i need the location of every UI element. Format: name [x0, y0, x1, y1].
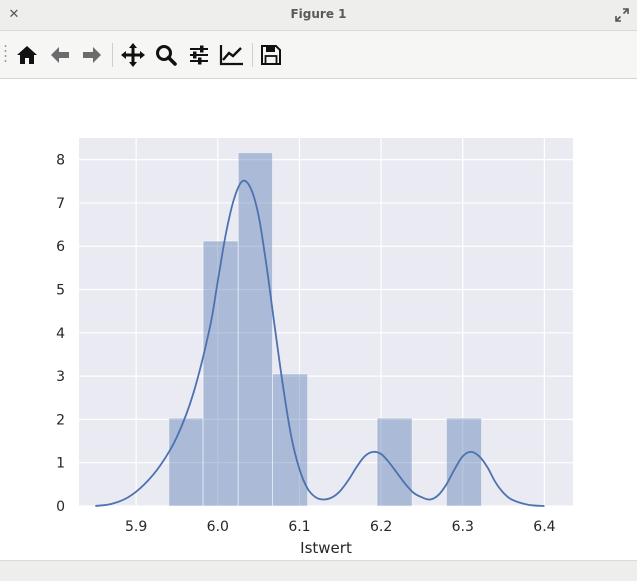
y-tick-label: 5 — [56, 283, 65, 299]
sliders-icon — [190, 45, 208, 65]
forward-button[interactable] — [78, 40, 106, 70]
arrow-right-icon — [83, 47, 101, 63]
home-icon — [17, 46, 37, 64]
zoom-button[interactable] — [152, 40, 180, 70]
x-axis-label: Istwert — [300, 539, 352, 557]
edit-axes-button[interactable] — [218, 40, 246, 70]
kde-curve — [95, 179, 545, 507]
histogram-bar — [168, 417, 204, 507]
grid-lines — [79, 138, 573, 507]
x-tick-label: 6.4 — [533, 519, 555, 535]
toolbar-separator — [252, 43, 253, 67]
y-tick-label: 7 — [56, 196, 65, 212]
histogram-bar — [202, 240, 239, 507]
toolbar-separator — [112, 43, 113, 67]
magnifier-icon — [156, 45, 177, 66]
window-titlebar: ✕ Figure 1 — [0, 0, 637, 31]
histogram-bar — [376, 417, 413, 507]
maximize-button[interactable] — [615, 7, 631, 23]
line-chart-icon — [219, 45, 243, 66]
close-button[interactable]: ✕ — [8, 7, 20, 22]
floppy-disk-icon — [261, 45, 281, 65]
configure-subplots-button[interactable] — [185, 40, 213, 70]
tick-labels: 5.9 6.0 6.1 6.2 6.3 6.4 0 1 2 3 4 5 6 7 8 — [56, 153, 556, 535]
y-tick-label: 1 — [56, 456, 65, 472]
move-icon — [121, 43, 145, 67]
pan-button[interactable] — [119, 40, 147, 70]
plot-area — [79, 138, 573, 506]
y-tick-label: 3 — [56, 369, 65, 385]
x-tick-label: 6.2 — [370, 519, 392, 535]
x-tick-label: 6.0 — [207, 519, 229, 535]
x-tick-label: 6.3 — [452, 519, 474, 535]
save-button[interactable] — [257, 40, 285, 70]
back-button[interactable] — [46, 40, 74, 70]
y-tick-label: 4 — [56, 326, 65, 342]
maximize-icon — [615, 8, 629, 22]
window-title: Figure 1 — [290, 7, 347, 21]
figure-canvas[interactable]: 5.9 6.0 6.1 6.2 6.3 6.4 0 1 2 3 4 5 6 7 8 Istwert — [0, 79, 637, 560]
toolbar-grip-icon[interactable] — [4, 43, 7, 67]
y-tick-label: 6 — [56, 239, 65, 255]
x-tick-label: 5.9 — [125, 519, 147, 535]
status-bar — [0, 560, 637, 581]
y-tick-label: 2 — [56, 412, 65, 428]
histogram-bar — [445, 417, 483, 507]
x-tick-label: 6.1 — [288, 519, 310, 535]
navigation-toolbar — [0, 31, 637, 79]
histogram-bars — [168, 152, 483, 507]
histogram-chart: 5.9 6.0 6.1 6.2 6.3 6.4 0 1 2 3 4 5 6 7 8 Istwert — [56, 138, 573, 557]
y-tick-label: 0 — [56, 499, 65, 515]
y-tick-label: 8 — [56, 153, 65, 169]
arrow-left-icon — [51, 47, 69, 63]
histogram-bar — [237, 152, 274, 507]
histogram-bar — [272, 373, 309, 507]
home-button[interactable] — [13, 40, 41, 70]
